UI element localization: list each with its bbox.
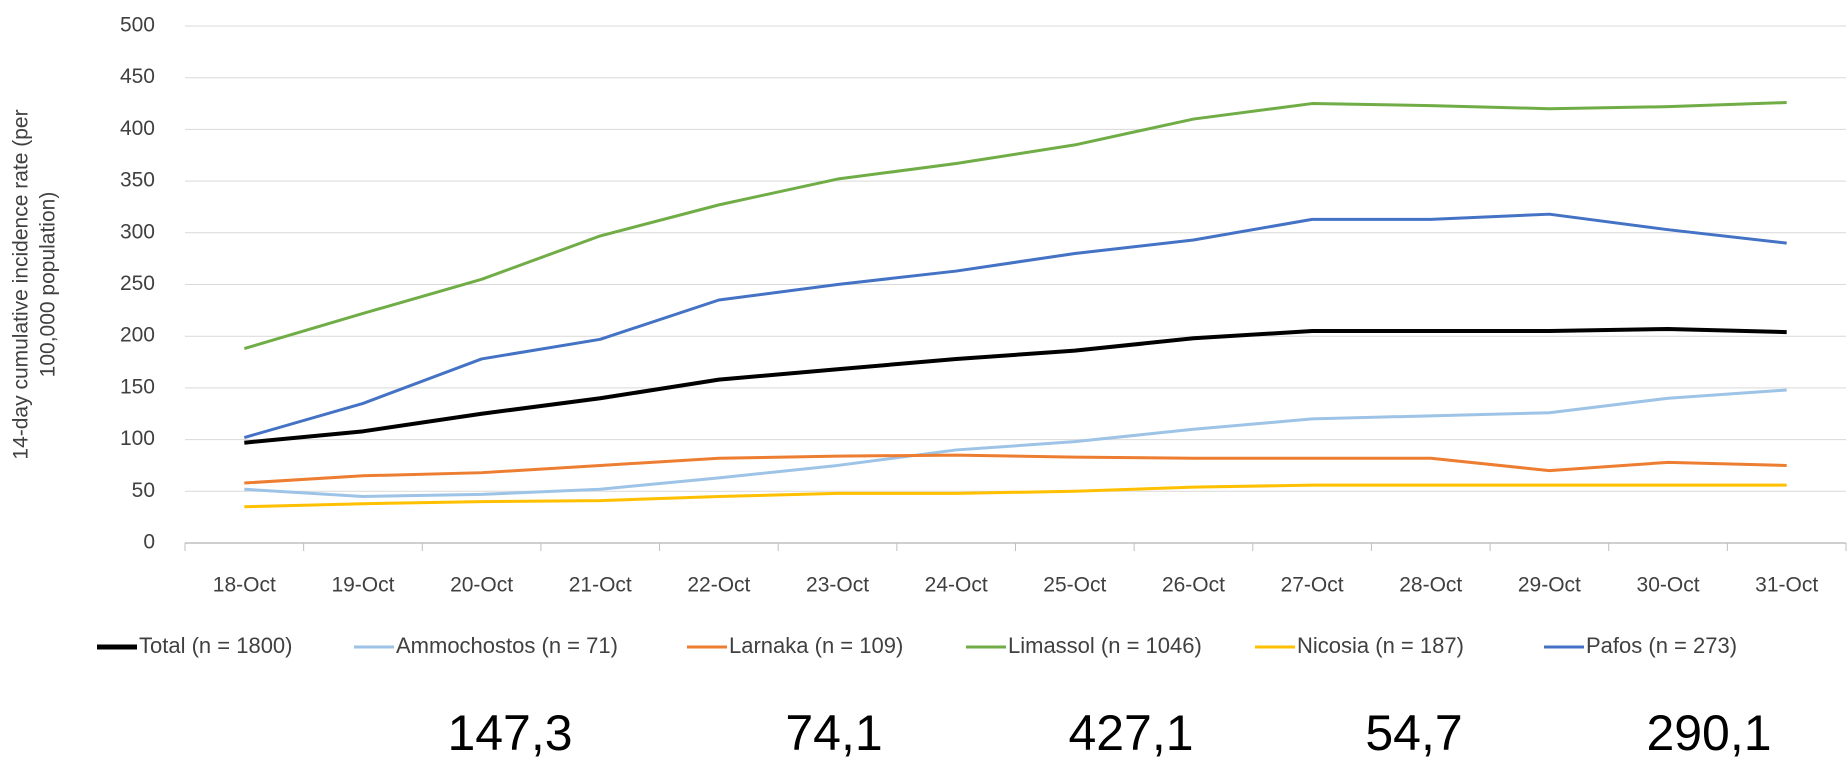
x-tick-label: 26-Oct bbox=[1162, 574, 1225, 597]
legend-label: Ammochostos (n = 71) bbox=[396, 633, 618, 658]
x-tick-label: 20-Oct bbox=[450, 574, 513, 597]
series-line bbox=[244, 483, 1787, 509]
x-tick-label: 19-Oct bbox=[331, 574, 394, 597]
y-axis-label: 100,000 population) bbox=[37, 192, 60, 378]
series-line bbox=[244, 326, 1787, 445]
x-tick-label: 24-Oct bbox=[925, 574, 988, 597]
x-tick-label: 31-Oct bbox=[1755, 574, 1818, 597]
x-tick-label: 27-Oct bbox=[1281, 574, 1344, 597]
x-tick-label: 28-Oct bbox=[1399, 574, 1462, 597]
y-tick-label: 150 bbox=[120, 375, 155, 398]
legend-label: Total (n = 1800) bbox=[139, 633, 292, 658]
legend-label: Pafos (n = 273) bbox=[1586, 633, 1737, 658]
y-tick-label: 300 bbox=[120, 220, 155, 243]
series-line bbox=[244, 388, 1787, 498]
annotation: 74,1 bbox=[785, 705, 882, 761]
x-tick-label: 25-Oct bbox=[1043, 574, 1106, 597]
y-tick-label: 100 bbox=[120, 427, 155, 450]
y-tick-label: 450 bbox=[120, 65, 155, 88]
annotation: 427,1 bbox=[1068, 705, 1193, 761]
x-tick-label: 30-Oct bbox=[1637, 574, 1700, 597]
y-tick-label: 400 bbox=[120, 117, 155, 140]
annotation: 147,3 bbox=[447, 705, 572, 761]
series-line bbox=[243, 101, 1787, 351]
legend-label: Limassol (n = 1046) bbox=[1008, 633, 1202, 658]
x-tick-label: 29-Oct bbox=[1518, 574, 1581, 597]
y-tick-label: 200 bbox=[120, 324, 155, 347]
series-line bbox=[243, 212, 1787, 439]
legend-label: Nicosia (n = 187) bbox=[1297, 633, 1464, 658]
y-axis-label: 14-day cumulative incidence rate (per bbox=[10, 109, 33, 459]
x-tick-label: 23-Oct bbox=[806, 574, 869, 597]
x-tick-label: 21-Oct bbox=[569, 574, 632, 597]
x-tick-label: 18-Oct bbox=[213, 574, 276, 597]
annotation: 54,7 bbox=[1365, 705, 1462, 761]
legend-label: Larnaka (n = 109) bbox=[729, 633, 903, 658]
y-tick-label: 250 bbox=[120, 272, 155, 295]
annotation: 290,1 bbox=[1646, 705, 1771, 761]
y-tick-label: 50 bbox=[132, 479, 155, 502]
series-line bbox=[244, 453, 1787, 485]
y-tick-label: 500 bbox=[120, 14, 155, 37]
x-tick-label: 22-Oct bbox=[687, 574, 750, 597]
y-tick-label: 350 bbox=[120, 169, 155, 192]
y-tick-label: 0 bbox=[143, 531, 155, 554]
